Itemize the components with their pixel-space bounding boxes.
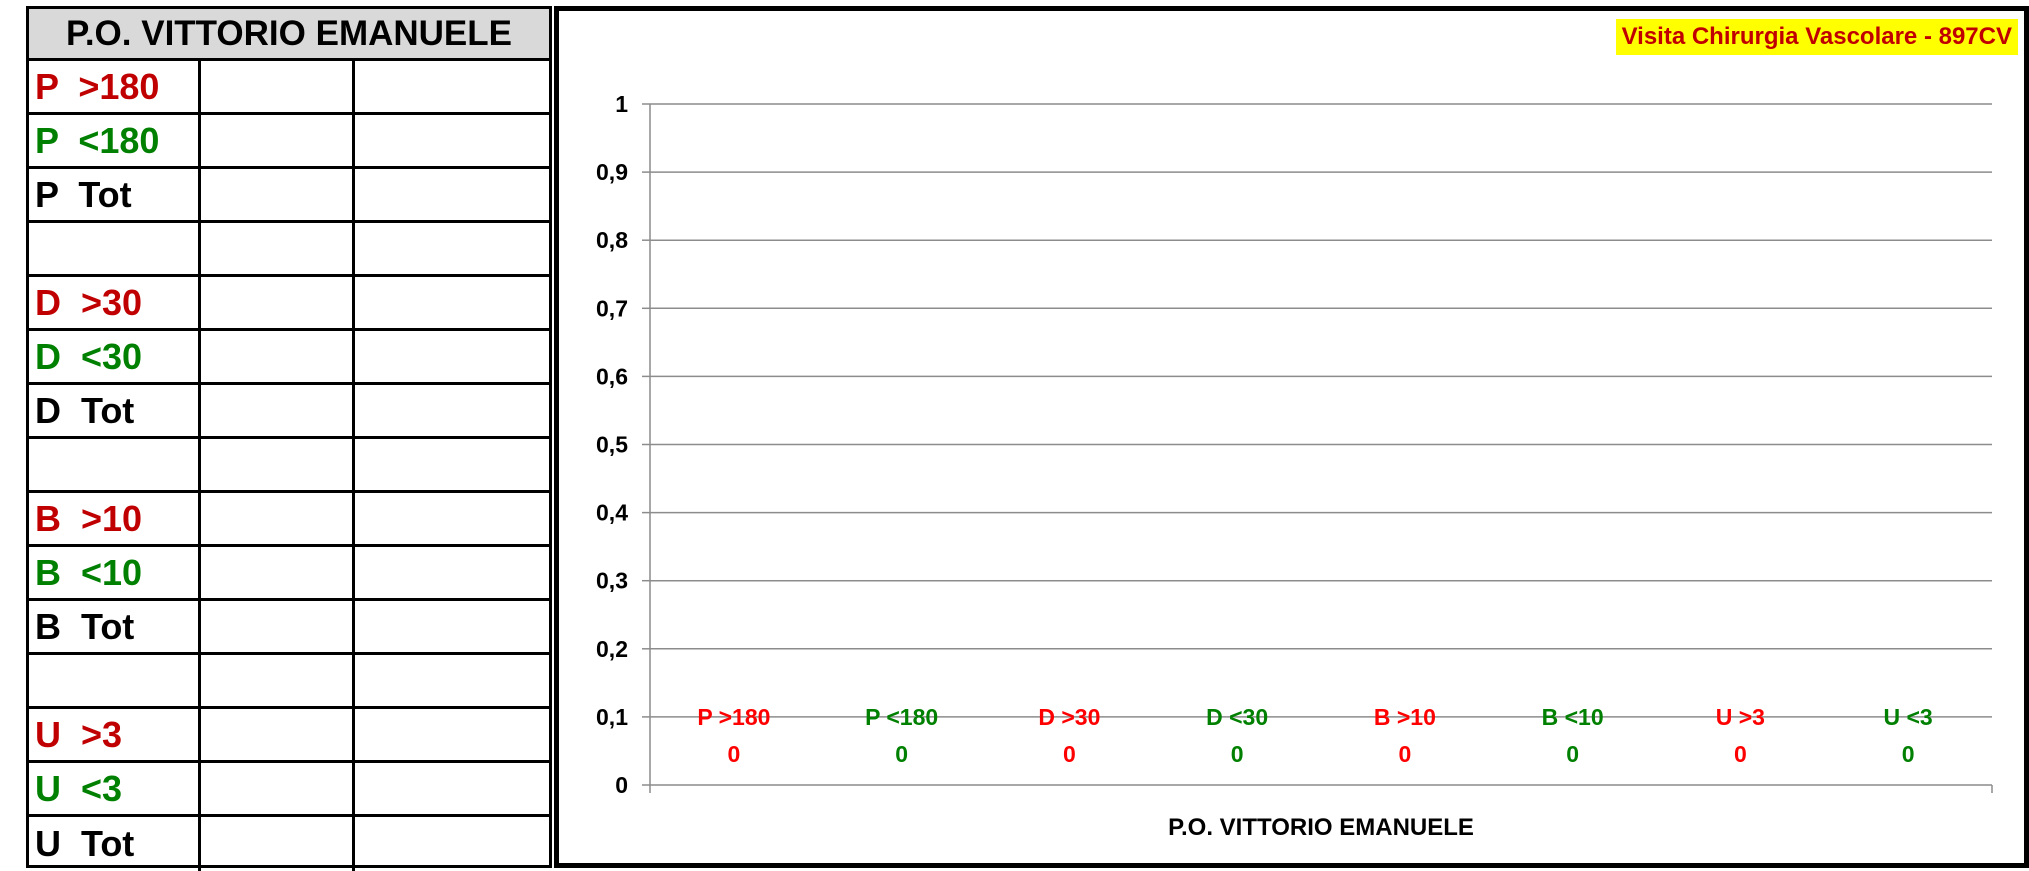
table-row: P <180 [29, 115, 549, 169]
row-label: B Tot [29, 601, 201, 652]
category-label: D <30 [1206, 704, 1268, 730]
table-row [29, 655, 549, 709]
row-value-cell [201, 601, 355, 652]
table-row: B >10 [29, 493, 549, 547]
row-value-cell [201, 331, 355, 382]
table-row: B Tot [29, 601, 549, 655]
row-value-cell [355, 385, 549, 436]
y-tick-label: 1 [615, 91, 628, 117]
row-label: B <10 [29, 547, 201, 598]
row-value-cell [201, 223, 355, 274]
row-value-cell [355, 61, 549, 112]
category-label: P >180 [697, 704, 770, 730]
y-tick-label: 0,3 [596, 568, 628, 594]
table-row: D <30 [29, 331, 549, 385]
chart-frame: Visita Chirurgia Vascolare - 897CV 0 0,1 0… [554, 6, 2029, 868]
x-axis-title: P.O. VITTORIO EMANUELE [1168, 814, 1474, 841]
row-value-cell [201, 439, 355, 490]
row-value-cell [355, 817, 549, 871]
row-label: U Tot [29, 817, 201, 871]
y-tick-label: 0 [615, 772, 628, 798]
row-label: D <30 [29, 331, 201, 382]
table-body: P >180 P <180 P Tot D >30 D <30 D Tot B >10 B <… [29, 61, 549, 871]
row-value-cell [355, 115, 549, 166]
table-row: U >3 [29, 709, 549, 763]
y-tick-label: 0,2 [596, 636, 628, 662]
row-label: D >30 [29, 277, 201, 328]
row-value-cell [201, 817, 355, 871]
category-label: D >30 [1038, 704, 1100, 730]
row-value-cell [355, 223, 549, 274]
table-row [29, 439, 549, 493]
row-value-cell [355, 709, 549, 760]
row-value-cell [201, 385, 355, 436]
row-value-cell [355, 439, 549, 490]
row-value-cell [201, 763, 355, 814]
category-label: U <3 [1884, 704, 1933, 730]
row-value-cell [201, 115, 355, 166]
category-label: B <10 [1542, 704, 1604, 730]
facility-table: P.O. VITTORIO EMANUELE P >180 P <180 P Tot… [26, 6, 552, 871]
table-title: P.O. VITTORIO EMANUELE [29, 9, 549, 61]
y-tick-label: 0,4 [596, 500, 628, 526]
chart-subtitle: Visita Chirurgia Vascolare - 897CV [1615, 19, 2018, 55]
row-label [29, 655, 201, 706]
value-label: 0 [895, 741, 908, 767]
table-row: D Tot [29, 385, 549, 439]
row-value-cell [355, 601, 549, 652]
row-value-cell [355, 547, 549, 598]
table-row: B <10 [29, 547, 549, 601]
y-tick-label: 0,8 [596, 227, 628, 253]
row-value-cell [355, 655, 549, 706]
row-label: P >180 [29, 61, 201, 112]
category-label: P <180 [865, 704, 938, 730]
table-row: U Tot [29, 817, 549, 871]
row-value-cell [355, 169, 549, 220]
value-label: 0 [727, 741, 740, 767]
row-value-cell [201, 493, 355, 544]
y-tick-label: 0,7 [596, 295, 628, 321]
table-row: P Tot [29, 169, 549, 223]
row-value-cell [201, 709, 355, 760]
table-row: D >30 [29, 277, 549, 331]
row-value-cell [201, 277, 355, 328]
row-label [29, 223, 201, 274]
value-label: 0 [1566, 741, 1579, 767]
y-tick-label: 0,6 [596, 363, 628, 389]
y-tick-label: 0,9 [596, 159, 628, 185]
category-label: B >10 [1374, 704, 1436, 730]
y-tick-label: 0,1 [596, 704, 628, 730]
row-label: P <180 [29, 115, 201, 166]
value-label: 0 [1902, 741, 1915, 767]
table-row: U <3 [29, 763, 549, 817]
row-value-cell [201, 169, 355, 220]
row-value-cell [355, 493, 549, 544]
value-label: 0 [1063, 741, 1076, 767]
value-label: 0 [1398, 741, 1411, 767]
row-label: B >10 [29, 493, 201, 544]
row-value-cell [355, 277, 549, 328]
value-label: 0 [1231, 741, 1244, 767]
bar-chart: 0 0,1 0,2 0,3 0,4 0,5 0,6 0,7 0,8 0,9 1 P >180 0 P <1… [596, 91, 1993, 841]
row-value-cell [201, 547, 355, 598]
value-label: 0 [1734, 741, 1747, 767]
row-value-cell [355, 763, 549, 814]
category-label: U >3 [1716, 704, 1765, 730]
row-value-cell [355, 331, 549, 382]
row-label [29, 439, 201, 490]
row-label: P Tot [29, 169, 201, 220]
row-label: U >3 [29, 709, 201, 760]
row-label: D Tot [29, 385, 201, 436]
row-value-cell [201, 655, 355, 706]
y-tick-label: 0,5 [596, 432, 628, 458]
table-row [29, 223, 549, 277]
table-row: P >180 [29, 61, 549, 115]
row-label: U <3 [29, 763, 201, 814]
row-value-cell [201, 61, 355, 112]
